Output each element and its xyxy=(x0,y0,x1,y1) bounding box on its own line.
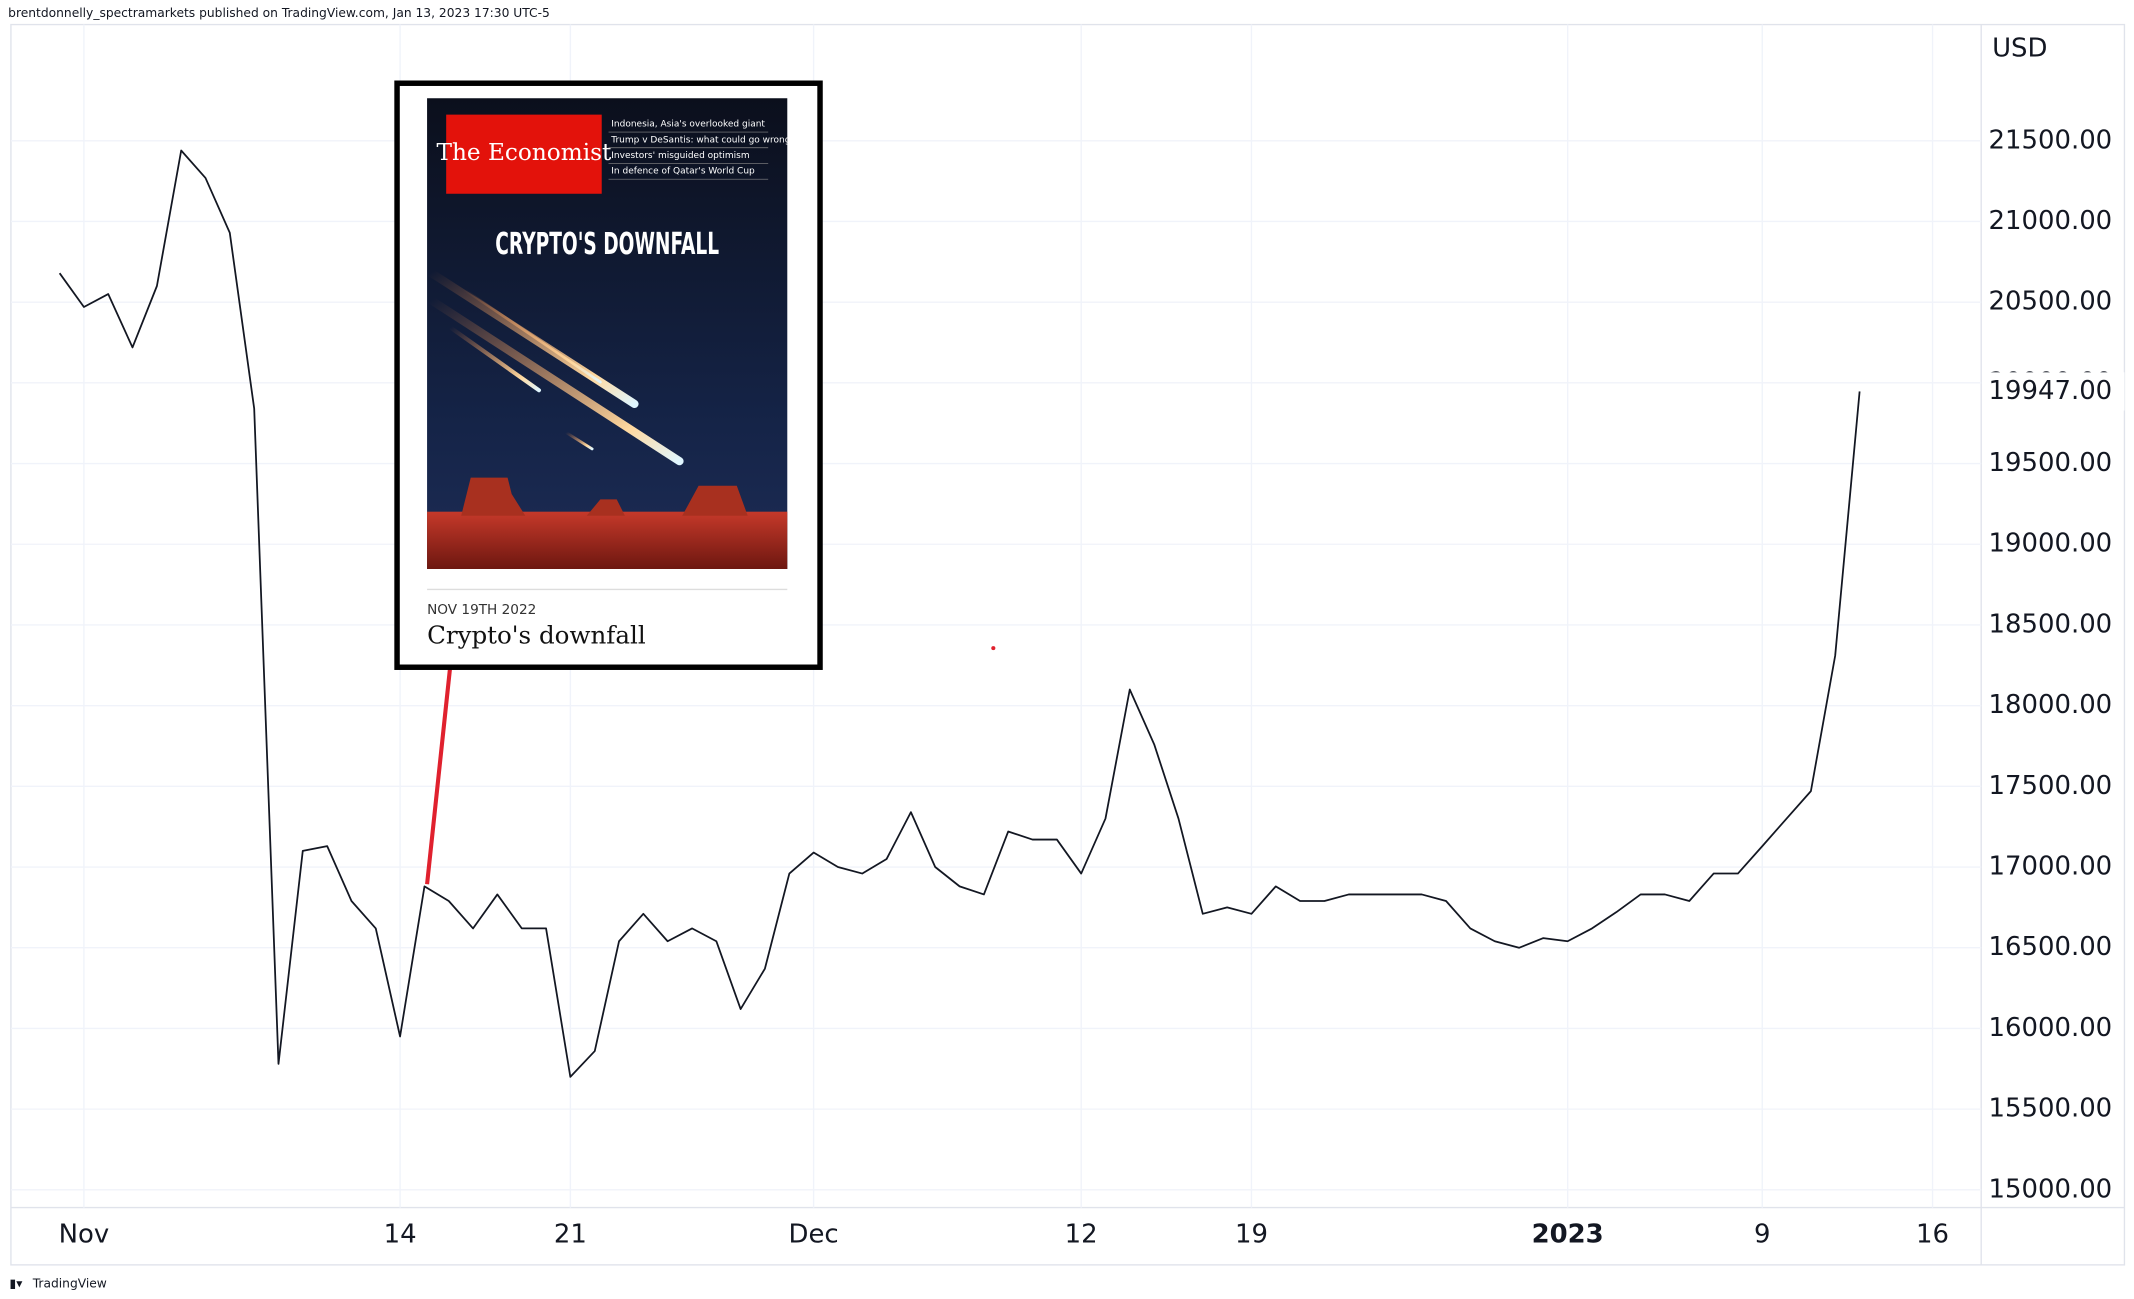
y-tick-label: 16500.00 xyxy=(1989,932,2113,962)
y-tick-label: 16000.00 xyxy=(1989,1013,2113,1043)
x-tick-label: 21 xyxy=(554,1219,587,1249)
y-tick-label: 20500.00 xyxy=(1989,287,2113,317)
caption: Crypto's downfall xyxy=(427,621,646,650)
currency: USD xyxy=(1992,34,2047,64)
x-tick-label: Dec xyxy=(789,1219,839,1249)
headlines: Indonesia, Asia's overlooked giant Trump … xyxy=(608,120,795,180)
headline: Trump v DeSantis: what could go wrong? xyxy=(610,135,795,145)
cover-title: CRYPTO'S DOWNFALL xyxy=(495,227,719,262)
meteors xyxy=(427,268,684,466)
x-tick-label: 14 xyxy=(384,1219,417,1249)
x-tick-label: 9 xyxy=(1754,1219,1770,1249)
y-tick-label: 15500.00 xyxy=(1989,1094,2113,1124)
frame xyxy=(10,23,2126,1266)
headline: Investors' misguided optimism xyxy=(611,151,749,161)
cover-date: NOV 19TH 2022 xyxy=(427,602,536,618)
masthead: The Economist xyxy=(437,139,613,166)
headline: Indonesia, Asia's overlooked giant xyxy=(611,120,765,130)
headline: In defence of Qatar's World Cup xyxy=(611,167,755,177)
x-tick-label: 2023 xyxy=(1532,1219,1604,1249)
y-tick-label: 18000.00 xyxy=(1989,690,2113,720)
x-tick-label: Nov xyxy=(59,1219,110,1249)
plot xyxy=(58,149,1861,1078)
grid xyxy=(10,24,1982,1208)
y-tick-label: 19500.00 xyxy=(1989,448,2113,478)
logo xyxy=(446,114,602,194)
cover-card: The Economist Indonesia, Asia's overlook… xyxy=(394,80,823,670)
y-tick-label: 17500.00 xyxy=(1989,771,2113,801)
logo-mark: ▮▾ xyxy=(10,1276,24,1290)
price-tag-label: 19947.00 xyxy=(1989,376,2113,406)
y-tick-label: 19000.00 xyxy=(1989,529,2113,559)
y-tick-label: 15000.00 xyxy=(1989,1174,2113,1204)
price-line xyxy=(58,149,1861,1078)
x-tick-label: 12 xyxy=(1065,1219,1098,1249)
x-tick-label: 19 xyxy=(1235,1219,1268,1249)
y-tick-label: 17000.00 xyxy=(1989,852,2113,882)
connector xyxy=(425,665,453,885)
buttes xyxy=(461,477,748,516)
ground xyxy=(427,511,788,569)
y-tick-label: 18500.00 xyxy=(1989,609,2113,639)
price-tag xyxy=(1982,372,2125,411)
header: brentdonnelly_spectramarkets published o… xyxy=(8,6,550,20)
footer: TradingView xyxy=(32,1276,107,1290)
dot xyxy=(991,646,996,651)
y-tick-label: 21500.00 xyxy=(1989,125,2113,155)
x-tick-label: 16 xyxy=(1916,1219,1949,1249)
y-tick-label: 21000.00 xyxy=(1989,206,2113,236)
